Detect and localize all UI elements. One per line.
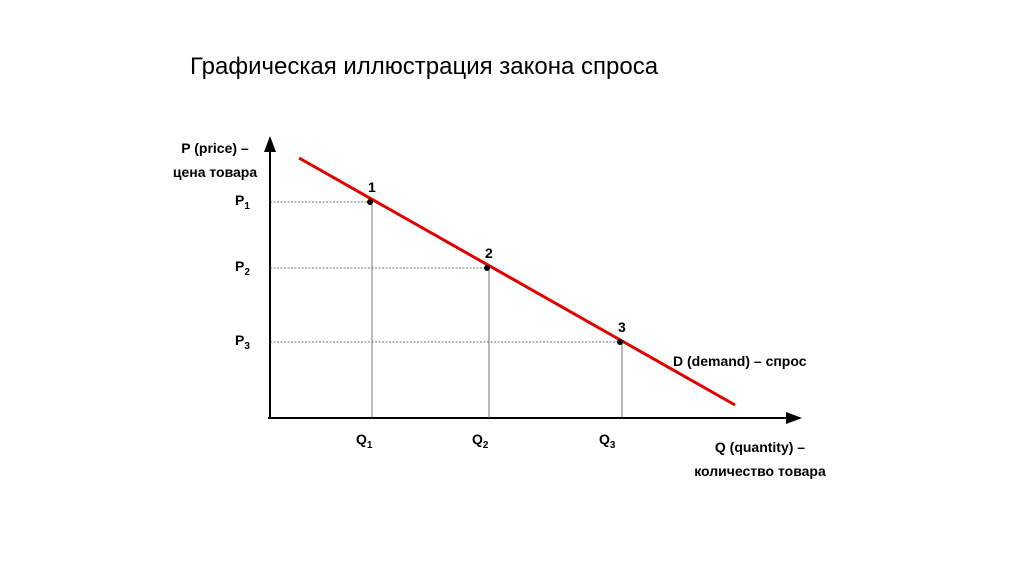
- point: [367, 199, 373, 205]
- point-label: 3: [618, 319, 626, 335]
- quantity-sub: 3: [610, 440, 616, 451]
- point-label: 1: [368, 179, 376, 195]
- title: Графическая иллюстрация закона спроса: [190, 53, 659, 80]
- x-axis-label: Q (quantity) –: [715, 439, 805, 455]
- price-main: P: [235, 332, 244, 348]
- point: [484, 265, 490, 271]
- price-main: P: [235, 258, 244, 274]
- quantity-label: Q1: [356, 431, 373, 451]
- y-axis-label: P (price) –: [181, 140, 249, 156]
- quantity-sub: 2: [483, 440, 489, 451]
- quantity-main: Q: [599, 431, 610, 447]
- quantity-sub: 1: [367, 440, 373, 451]
- price-sub: 1: [244, 201, 250, 212]
- price-label: P2: [235, 258, 250, 278]
- price-label: P3: [235, 332, 250, 352]
- point-label: 2: [485, 245, 493, 261]
- quantity-main: Q: [356, 431, 367, 447]
- price-sub: 3: [244, 341, 250, 352]
- price-main: P: [235, 192, 244, 208]
- price-sub: 2: [244, 267, 250, 278]
- quantity-main: Q: [472, 431, 483, 447]
- demand-curve: [298, 156, 736, 407]
- y-axis-label: цена товара: [173, 164, 258, 180]
- x-axis-label: количество товара: [694, 463, 826, 479]
- price-label: P1: [235, 192, 250, 212]
- quantity-label: Q2: [472, 431, 489, 451]
- quantity-label: Q3: [599, 431, 616, 451]
- curve-label: D (demand) – спрос: [673, 353, 807, 369]
- point: [617, 339, 623, 345]
